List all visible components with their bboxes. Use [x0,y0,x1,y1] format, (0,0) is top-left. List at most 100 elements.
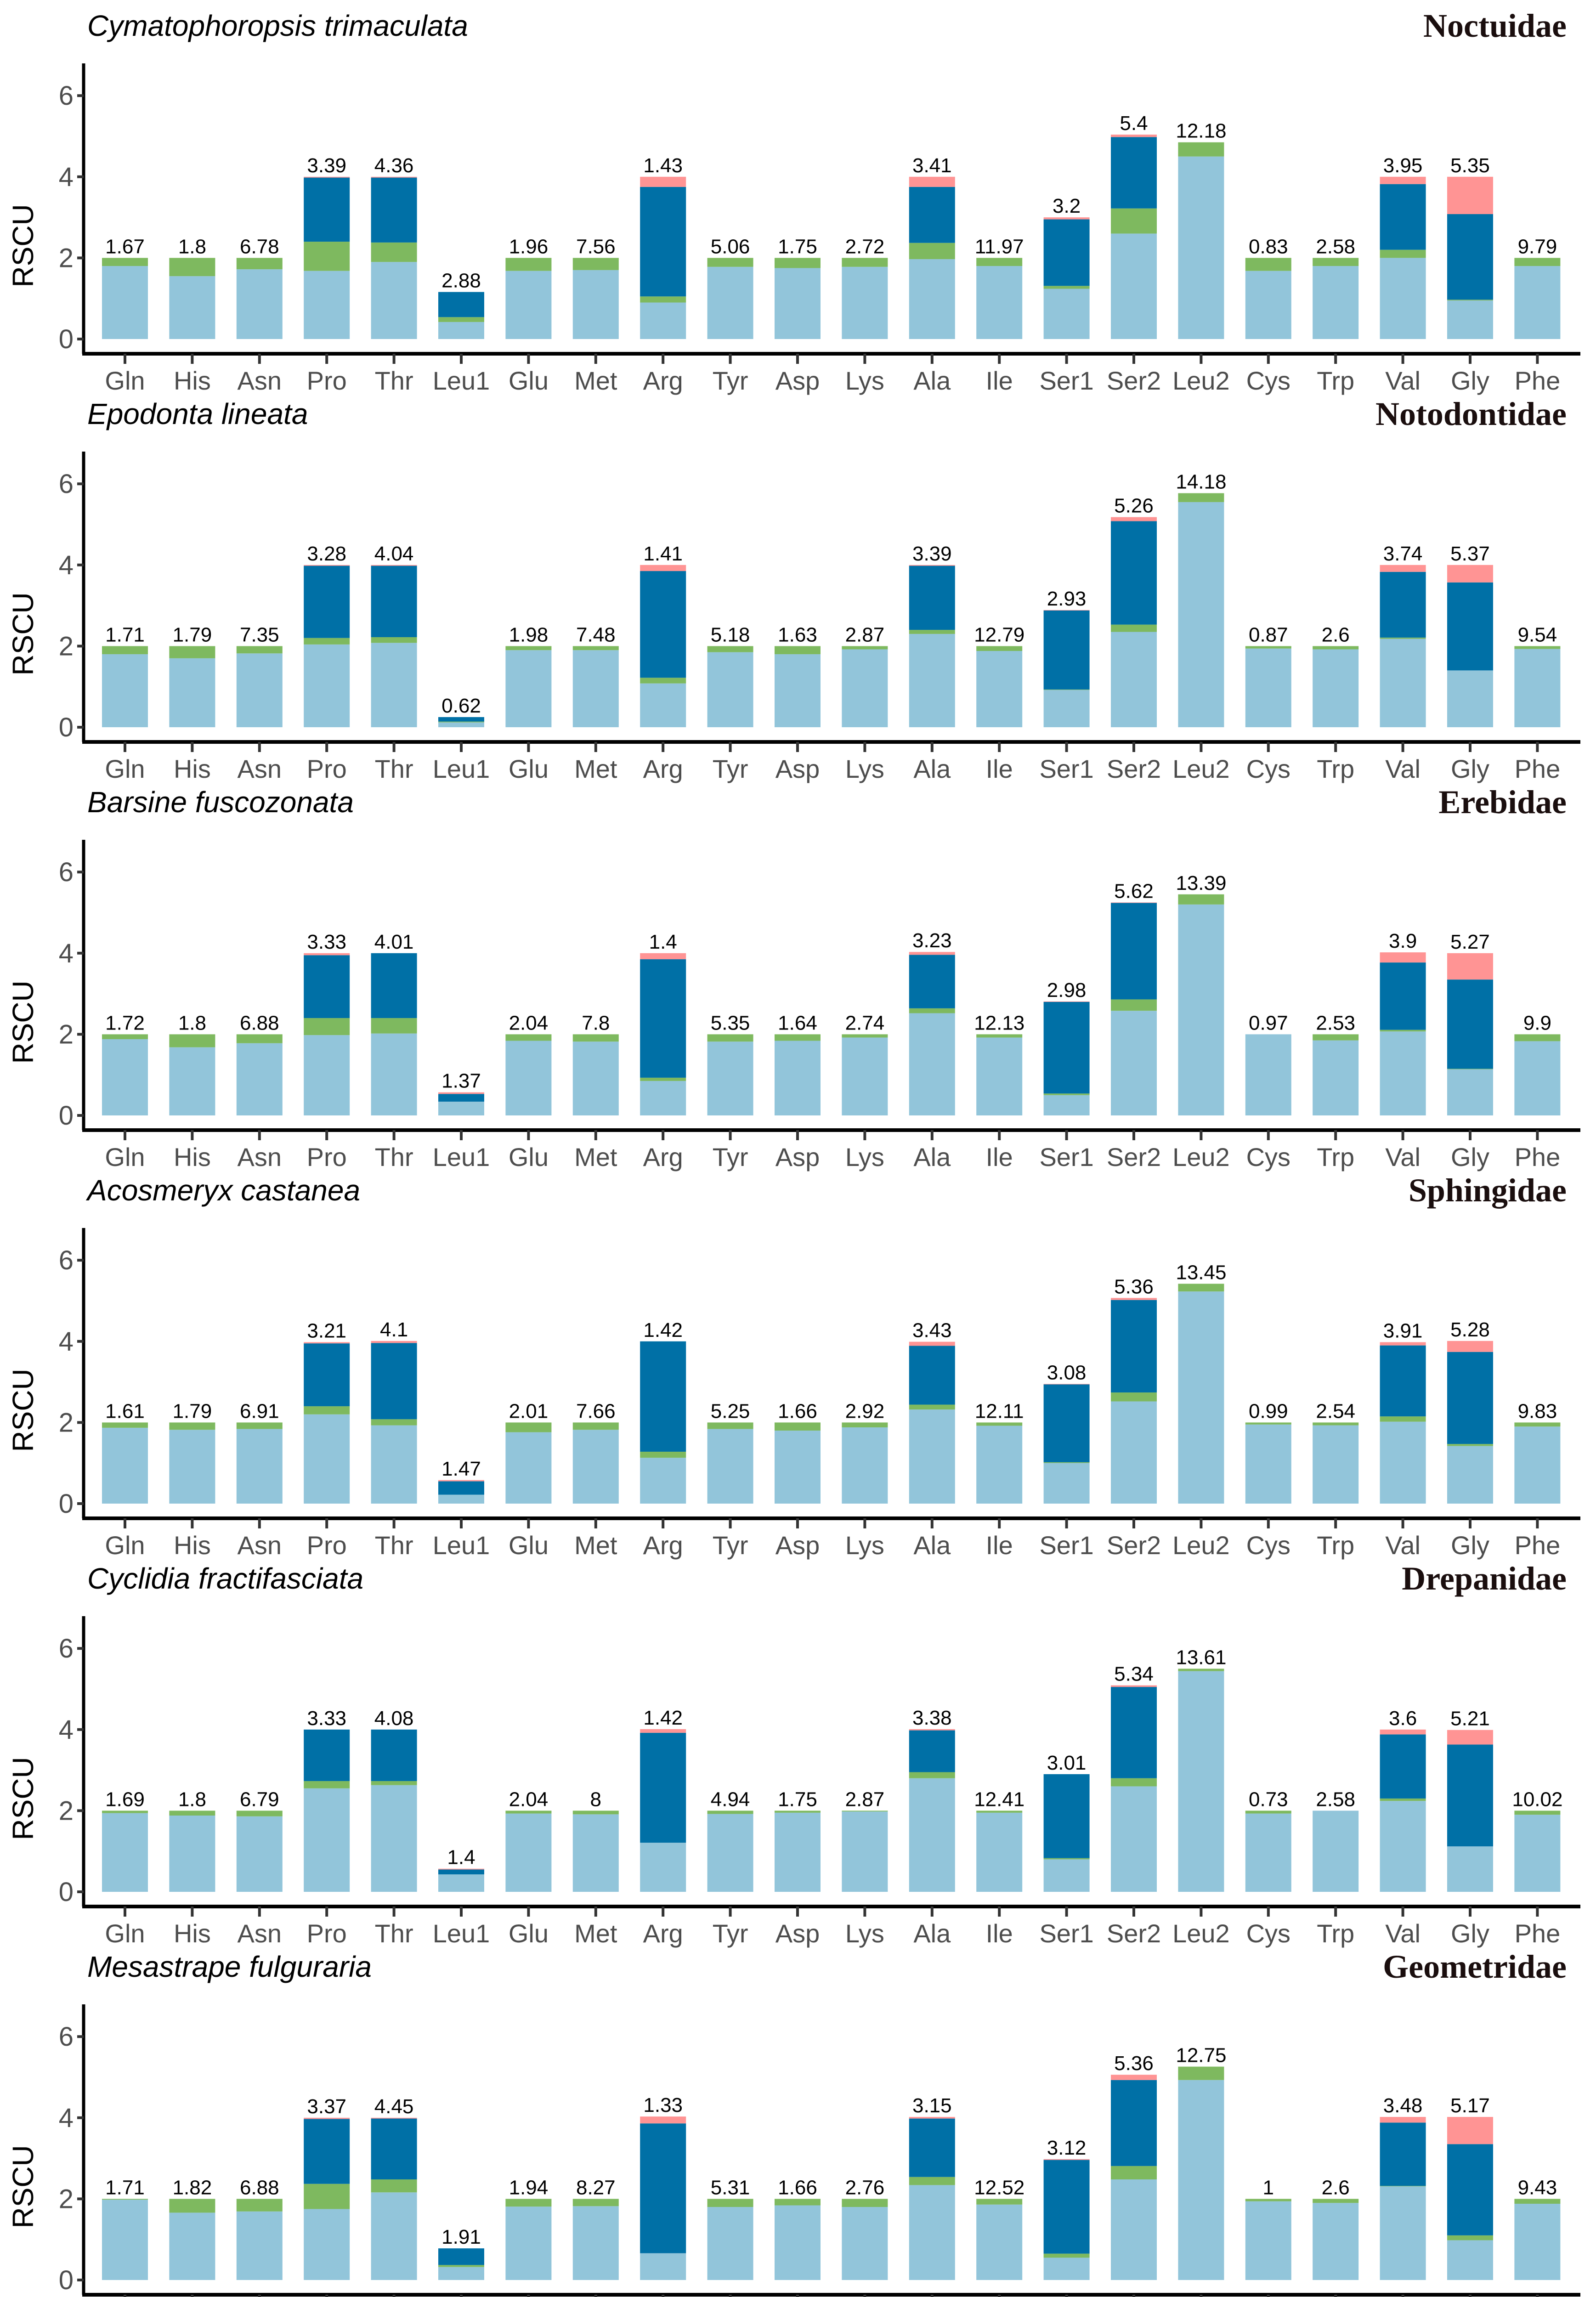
bar-phe: 9.9 [1514,1012,1561,1115]
bar-leu2: 13.61 [1176,1646,1226,1892]
bar-segment-tyr-codon2 [707,258,753,267]
data-label: 3.33 [307,931,346,953]
bar-lys: 2.87 [842,623,888,727]
bar-leu1: 2.88 [438,270,484,339]
bar-segment-tyr-codon2 [707,1810,753,1814]
bar-segment-ala-codon4 [909,176,955,187]
bar-segment-his-codon1 [169,1815,215,1892]
bar-segment-asp-codon1 [775,1431,821,1504]
bar-segment-ser2-codon2 [1111,624,1157,632]
bar-segment-gly-codon3 [1447,214,1493,300]
bar-segment-val-codon2 [1380,1416,1426,1422]
bar-segment-ala-codon1 [909,1013,955,1115]
bar-arg: 1.43 [640,154,686,339]
bar-segment-trp-codon2 [1313,646,1359,650]
bar-gly: 5.28 [1447,1318,1493,1504]
bar-segment-ala-codon2 [909,243,955,260]
x-tick-label: Arg [643,754,683,783]
x-tick-label: Asn [238,754,282,783]
bar-segment-pro-codon4 [304,2117,350,2119]
data-label: 12.79 [974,623,1024,646]
bar-segment-ala-codon1 [909,259,955,339]
data-label: 5.4 [1120,112,1148,135]
x-tick-label: Ile [986,366,1013,395]
family-title: Erebidae [1438,784,1567,820]
x-tick-label: Met [574,366,617,395]
x-tick-label: Ser2 [1107,1143,1161,1171]
bar-leu2: 13.39 [1176,872,1226,1115]
x-tick-label: Tyr [713,754,748,783]
bar-segment-thr-codon1 [371,1033,417,1115]
data-label: 4.1 [380,1318,408,1341]
bar-segment-tyr-codon2 [707,1034,753,1042]
bar-segment-gln-codon1 [102,654,148,727]
data-label: 14.18 [1176,471,1226,493]
bar-segment-asp-codon2 [775,1034,821,1041]
bar-segment-asn-codon2 [236,1810,283,1816]
x-tick-label: Arg [643,1919,683,1948]
bar-segment-ser2-codon4 [1111,1685,1157,1687]
bar-segment-ala-codon4 [909,1341,955,1346]
data-label: 7.48 [576,623,616,646]
x-tick-label: Leu2 [1172,1143,1230,1171]
bar-segment-ala-codon1 [909,1409,955,1504]
data-label: 2.54 [1316,1400,1355,1422]
bar-segment-glu-codon2 [505,2199,552,2207]
bar-segment-pro-codon1 [304,644,350,727]
bar-segment-arg-codon2 [640,1451,686,1458]
bar-gln: 1.71 [102,623,148,727]
y-tick-label: 6 [59,1634,74,1663]
x-tick-label: Tyr [713,1143,748,1171]
bar-segment-ala-codon3 [909,187,955,243]
bar-segment-arg-codon2 [640,678,686,684]
bar-segment-asn-codon2 [236,2199,283,2212]
bar-leu2: 12.75 [1176,2044,1226,2280]
bar-segment-asn-codon1 [236,1429,283,1504]
bar-segment-thr-codon2 [371,1018,417,1034]
y-axis-title: RSCU [6,1369,40,1452]
y-tick-label: 2 [59,243,74,273]
x-tick-label: Thr [375,1531,413,1560]
bar-segment-val-codon3 [1380,571,1426,638]
x-tick-label: Glu [509,1143,549,1171]
bar-segment-ser1-codon2 [1043,1462,1090,1463]
data-label: 3.39 [912,543,952,565]
bar-segment-cys-codon1 [1245,1424,1291,1504]
data-label: 2.72 [845,235,885,258]
y-tick-label: 4 [59,1327,74,1357]
data-label: 7.56 [576,235,616,258]
bar-segment-glu-codon1 [505,271,552,339]
y-tick-label: 6 [59,81,74,111]
bar-segment-met-codon2 [572,1422,619,1430]
bar-gly: 5.21 [1447,1708,1493,1892]
bar-met: 8.27 [572,2176,619,2280]
bar-segment-cys-codon1 [1245,1034,1291,1115]
bar-segment-phe-codon1 [1514,1815,1561,1892]
bar-segment-ser2-codon4 [1111,134,1157,137]
bar-tyr: 5.35 [707,1012,753,1115]
bar-ile: 12.11 [975,1400,1024,1504]
y-tick-label: 2 [59,631,74,661]
bar-segment-ser1-codon1 [1043,1463,1090,1504]
bar-segment-gly-codon3 [1447,979,1493,1069]
x-tick-label: Ser1 [1039,366,1093,395]
bar-segment-ser2-codon1 [1111,632,1157,727]
bar-ser1: 3.2 [1043,195,1090,339]
x-tick-label: Asp [775,1143,820,1171]
x-tick-label: Asp [775,754,820,783]
x-tick-label: Ala [913,1143,951,1171]
x-tick-label: Ile [986,1919,1013,1948]
bar-segment-glu-codon2 [505,1422,552,1432]
bar-segment-asp-codon2 [775,258,821,268]
data-label: 1.41 [643,543,683,565]
bar-segment-his-codon2 [169,1034,215,1047]
bar-segment-cys-codon2 [1245,646,1291,649]
data-label: 1.43 [643,154,683,177]
bar-segment-tyr-codon1 [707,1041,753,1115]
x-tick-label: Asp [775,366,820,395]
data-label: 2.93 [1047,588,1087,610]
bar-asp: 1.64 [775,1012,821,1115]
bar-segment-leu1-codon3 [438,1481,484,1495]
bar-segment-lys-codon2 [842,258,888,267]
data-label: 3.33 [307,1707,346,1730]
